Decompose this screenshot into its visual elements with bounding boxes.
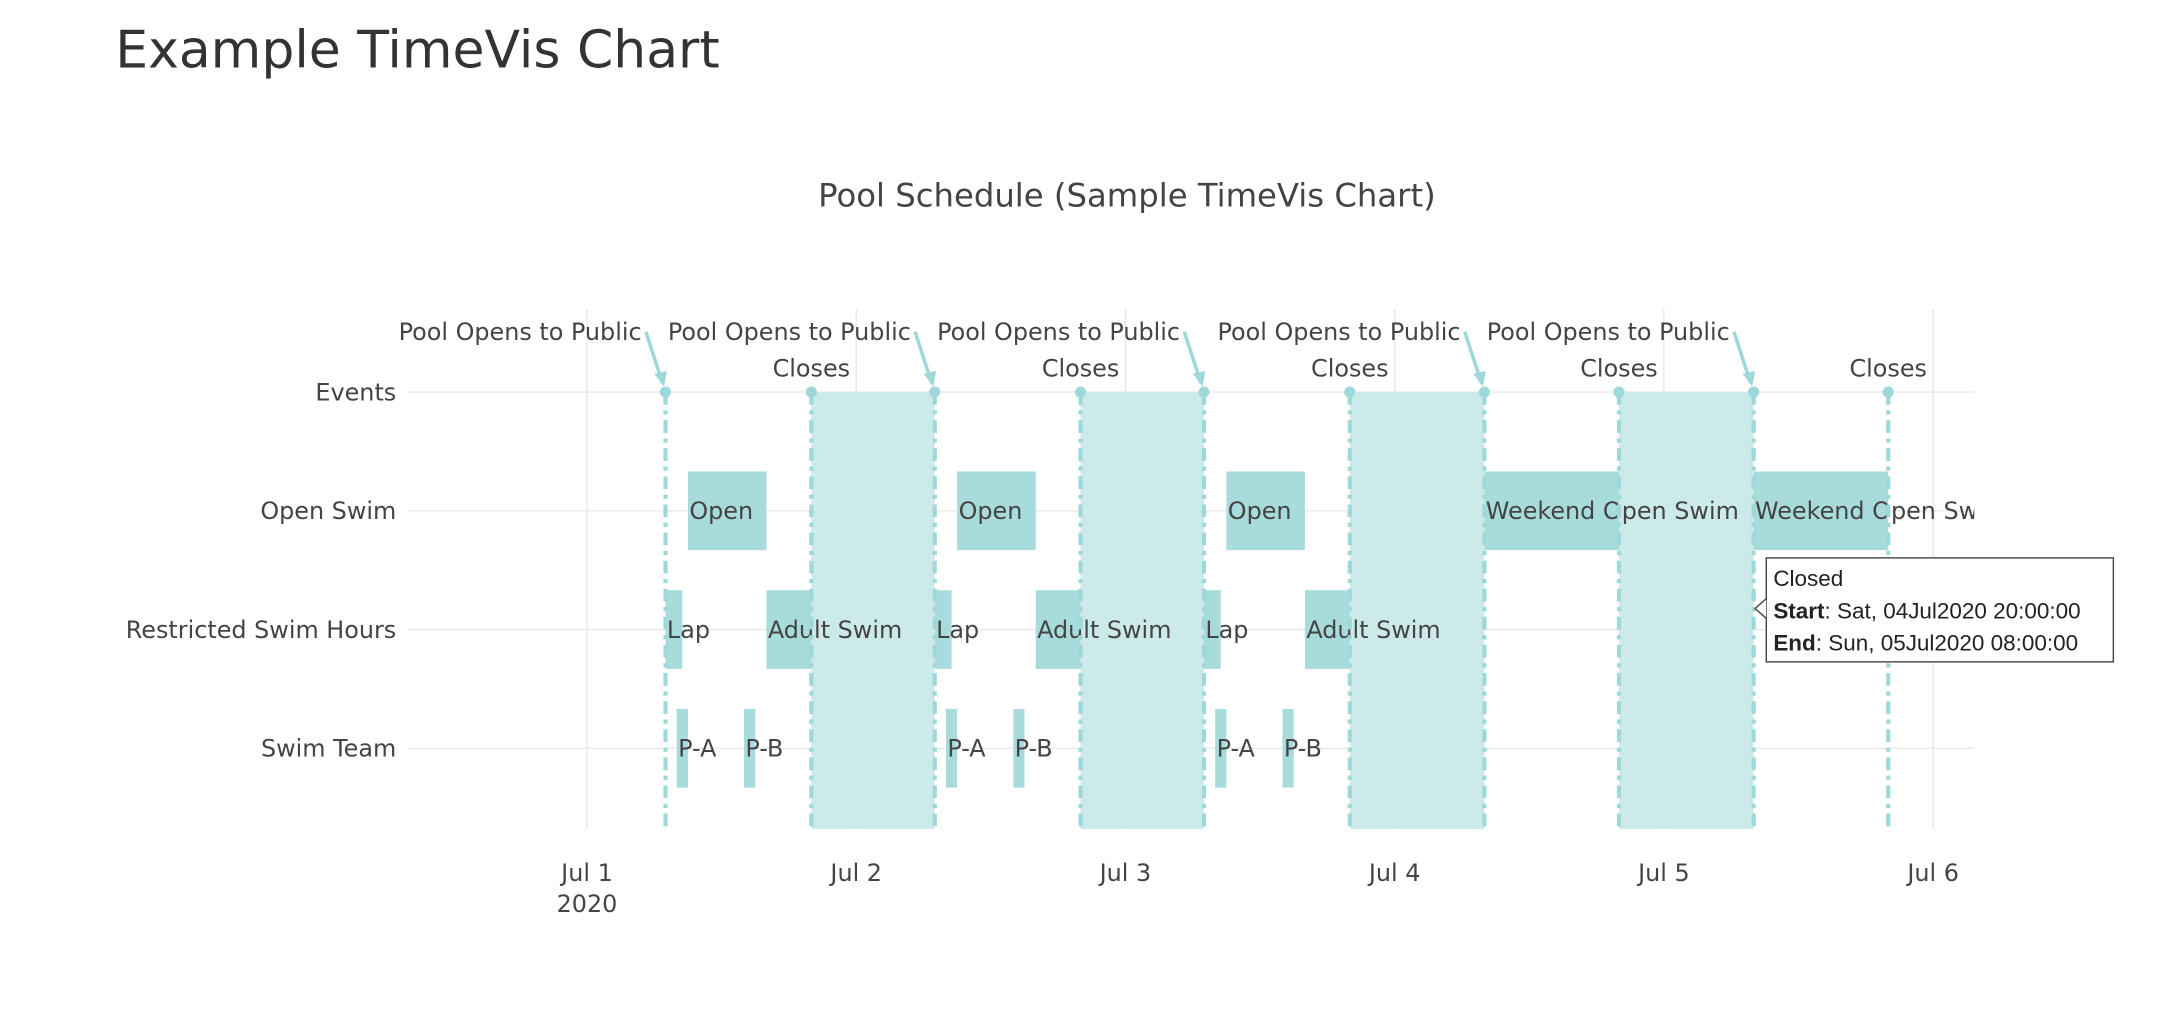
span-bar bbox=[687, 471, 767, 551]
span-bar bbox=[957, 471, 1036, 551]
span-bar bbox=[766, 590, 812, 669]
span-bar bbox=[1203, 590, 1221, 669]
span-label: Lap bbox=[936, 616, 979, 644]
x-tick-label: Jul 6 bbox=[1905, 859, 1959, 887]
span-label: Open bbox=[1228, 497, 1292, 525]
span-label: P-A bbox=[1217, 735, 1256, 763]
period bbox=[1619, 392, 1754, 830]
span-bar bbox=[744, 708, 756, 788]
event-label: Pool Opens to Public bbox=[1218, 318, 1461, 346]
tooltip-start: Start: Sat, 04Jul2020 20:00:00 bbox=[1773, 598, 2080, 623]
chart-title: Pool Schedule (Sample TimeVis Chart) bbox=[818, 177, 1436, 215]
event-marker bbox=[659, 386, 672, 398]
event-arrowhead bbox=[923, 370, 937, 387]
span-bar bbox=[934, 590, 952, 669]
span-bar bbox=[676, 708, 688, 788]
period bbox=[1349, 392, 1485, 830]
event-label: Closes bbox=[1580, 355, 1657, 383]
event-label: Closes bbox=[1850, 355, 1927, 383]
tooltip-pointer bbox=[1753, 598, 1767, 619]
event-marker bbox=[805, 386, 817, 398]
span-label: Lap bbox=[1205, 616, 1248, 644]
period bbox=[811, 392, 935, 830]
span-bar bbox=[1035, 590, 1081, 669]
span-bar bbox=[945, 708, 958, 788]
event-marker bbox=[929, 386, 941, 398]
event-marker bbox=[1198, 386, 1210, 398]
span-label: Weekend Open Swim bbox=[1486, 497, 1739, 525]
tooltip: Closed Start: Sat, 04Jul2020 20:00:00 En… bbox=[1753, 557, 2115, 663]
span-label: Adult Swim bbox=[1037, 616, 1171, 644]
tooltip-key: Start bbox=[1773, 598, 1825, 623]
span-label: P-B bbox=[1284, 735, 1322, 763]
y-tick-label: Events bbox=[315, 379, 396, 407]
event-label: Closes bbox=[773, 355, 850, 383]
span-bar bbox=[1484, 471, 1620, 551]
y-tick-label: Restricted Swim Hours bbox=[126, 616, 396, 644]
span-label: P-A bbox=[947, 735, 986, 763]
x-tick-label: Jul 4 bbox=[1367, 859, 1421, 887]
span-label: Lap bbox=[667, 616, 710, 644]
x-tick-label: Jul 1 2020 bbox=[557, 859, 618, 918]
span-label: Adult Swim bbox=[768, 616, 902, 644]
event-marker bbox=[1074, 386, 1087, 398]
span-label: Weekend Open Swim bbox=[1755, 497, 2008, 525]
event-arrowhead bbox=[1742, 370, 1756, 387]
event-marker bbox=[1478, 386, 1491, 398]
x-tick-label: Jul 5 bbox=[1636, 859, 1690, 887]
tooltip-end: End: Sun, 05Jul2020 08:00:00 bbox=[1773, 631, 2078, 656]
span-bar bbox=[1215, 708, 1227, 788]
event-arrowhead bbox=[1192, 370, 1206, 387]
span-label: Adult Swim bbox=[1306, 616, 1440, 644]
event-marker bbox=[1344, 386, 1356, 398]
span-label: P-A bbox=[678, 735, 717, 763]
event-label: Pool Opens to Public bbox=[399, 318, 642, 346]
span-label: Open bbox=[959, 497, 1023, 525]
y-tick-label: Open Swim bbox=[260, 497, 396, 525]
event-label: Pool Opens to Public bbox=[668, 318, 911, 346]
labels: Jul 1 2020 Jul 2 Jul 3 Jul 4 Jul 5 Jul 6 Events… bbox=[126, 318, 1959, 918]
period bbox=[1080, 392, 1204, 830]
x-tick-label: Jul 3 bbox=[1098, 859, 1152, 887]
y-tick-label: Swim Team bbox=[261, 735, 396, 763]
tooltip-value: : Sat, 04Jul2020 20:00:00 bbox=[1825, 598, 2081, 623]
event-label: Closes bbox=[1311, 355, 1388, 383]
tooltip-value: : Sun, 05Jul2020 08:00:00 bbox=[1816, 631, 2078, 656]
span-bar bbox=[1013, 708, 1025, 788]
span-bar bbox=[1226, 471, 1305, 551]
tooltip-title: Closed bbox=[1773, 566, 1843, 591]
tooltip-key: End bbox=[1773, 631, 1815, 656]
event-label: Pool Opens to Public bbox=[937, 318, 1180, 346]
span-bar bbox=[1282, 708, 1294, 788]
span-label: P-B bbox=[745, 735, 783, 763]
span-label: Open bbox=[689, 497, 753, 525]
event-marker bbox=[1748, 386, 1760, 398]
span-bar bbox=[665, 590, 683, 669]
event-marker bbox=[1882, 386, 1894, 398]
event-arrowhead bbox=[1473, 370, 1486, 387]
event-label: Pool Opens to Public bbox=[1487, 318, 1730, 346]
span-bar bbox=[1304, 590, 1350, 669]
plot-area: Open Open Open Weekend Open Swim Weekend Ope… bbox=[659, 386, 2008, 830]
event-marker bbox=[1613, 386, 1625, 398]
event-label: Closes bbox=[1042, 355, 1119, 383]
tooltip-box bbox=[1765, 557, 2115, 663]
x-tick-label: Jul 2 bbox=[828, 859, 882, 887]
event-arrowhead bbox=[654, 370, 667, 387]
span-bar bbox=[1753, 471, 1889, 551]
page-title: Example TimeVis Chart bbox=[115, 20, 720, 80]
span-label: P-B bbox=[1015, 735, 1053, 763]
